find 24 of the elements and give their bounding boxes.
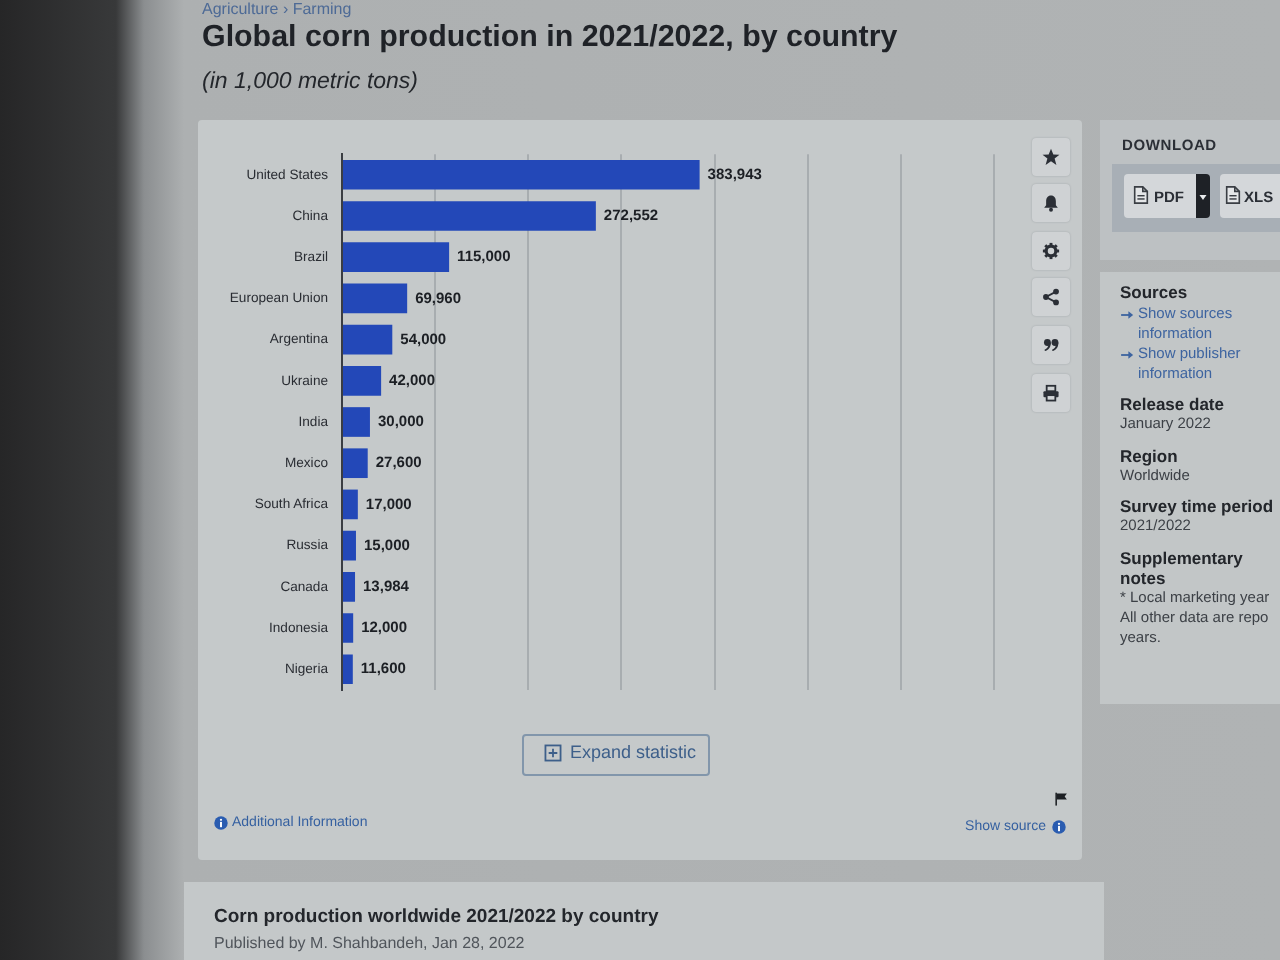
text: Published by M. Shahbandeh, Jan 28, 2022 bbox=[214, 934, 525, 954]
bar bbox=[343, 654, 353, 685]
bar bbox=[343, 283, 408, 314]
chart-subtitle: (in 1,000 metric tons) bbox=[202, 68, 419, 96]
text: Survey time period bbox=[1120, 496, 1276, 516]
text: Expand statistic bbox=[570, 742, 697, 764]
bar bbox=[343, 571, 356, 602]
text: Region bbox=[1120, 445, 1180, 465]
bar bbox=[343, 201, 596, 231]
chart-title: Global corn production in 2021/2022, by country bbox=[202, 20, 898, 56]
text: Corn production worldwide 2021/2022 by country bbox=[214, 906, 659, 928]
bar bbox=[343, 365, 382, 396]
bar bbox=[343, 242, 450, 273]
bar bbox=[343, 324, 393, 355]
text: Agriculture › Farming bbox=[202, 0, 352, 18]
bar bbox=[343, 448, 368, 479]
text: Supplementary notes bbox=[1120, 547, 1245, 587]
bar bbox=[343, 489, 358, 520]
bar bbox=[343, 613, 354, 643]
bar bbox=[343, 530, 356, 561]
text: Release date bbox=[1120, 394, 1226, 414]
bar bbox=[343, 407, 370, 437]
text: Sources bbox=[1120, 282, 1190, 302]
bar bbox=[343, 159, 700, 190]
